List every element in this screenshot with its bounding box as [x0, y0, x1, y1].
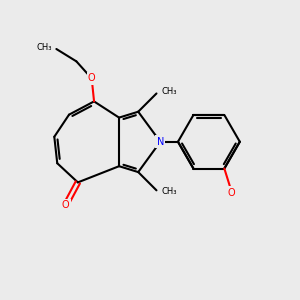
Text: N: N — [157, 137, 164, 147]
Text: O: O — [228, 188, 236, 198]
Text: CH₃: CH₃ — [36, 43, 52, 52]
Text: CH₃: CH₃ — [161, 88, 177, 97]
Text: O: O — [88, 74, 95, 83]
Text: O: O — [62, 200, 69, 210]
Text: CH₃: CH₃ — [161, 187, 177, 196]
